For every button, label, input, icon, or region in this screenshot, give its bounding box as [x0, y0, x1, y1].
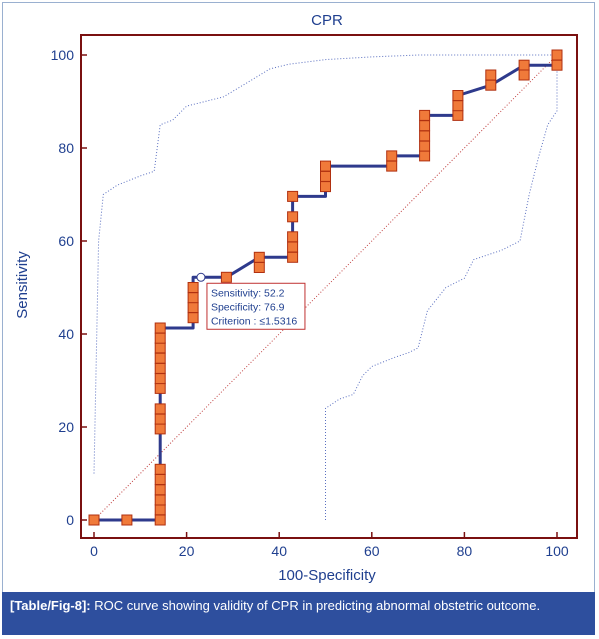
- roc-marker-27: [287, 231, 299, 243]
- x-tick-label-0: 0: [90, 543, 98, 559]
- tooltip-specificity: Specificity: 76.9: [211, 301, 285, 313]
- roc-marker-29: [287, 190, 299, 202]
- axes: 0 20 40 60 80 100 0 20 40 60 80 100: [51, 47, 569, 559]
- roc-marker-1: [121, 514, 133, 526]
- roc-marker-19: [187, 302, 199, 313]
- roc-marker-45: [518, 59, 530, 71]
- roc-marker-0: [88, 514, 100, 526]
- roc-markers: [88, 49, 563, 526]
- roc-marker-4: [154, 494, 166, 506]
- roc-marker-46: [518, 69, 530, 81]
- roc-marker-24: [253, 251, 265, 263]
- roc-marker-14: [154, 352, 166, 364]
- tooltip-box: [206, 282, 306, 330]
- roc-marker-44: [485, 69, 497, 81]
- reference-diagonal: [93, 54, 558, 521]
- confidence-interval-bands: [93, 54, 558, 520]
- x-axis-title: 100-Specificity: [278, 567, 376, 584]
- x-tick-label-20: 20: [179, 543, 195, 559]
- roc-marker-17: [154, 322, 166, 334]
- plot-frame: [80, 34, 578, 539]
- figure-caption: [Table/Fig-8]: ROC curve showing validit…: [2, 592, 595, 635]
- chart-title: CPR: [311, 12, 343, 29]
- roc-chart: CPR 0 20 40 60 80 100 0 20 40 60 80 100 100-Specifi…: [14, 12, 578, 584]
- roc-marker-30: [320, 181, 331, 193]
- x-tick-label-40: 40: [271, 543, 287, 559]
- roc-marker-34: [386, 150, 398, 162]
- roc-marker-42: [452, 90, 464, 101]
- y-tick-label-40: 40: [58, 326, 74, 342]
- y-tick-label-20: 20: [58, 419, 74, 435]
- y-axis-title: Sensitivity: [14, 251, 31, 319]
- roc-marker-39: [419, 109, 431, 121]
- roc-marker-47: [551, 59, 563, 71]
- roc-marker-37: [419, 130, 431, 142]
- roc-marker-11: [154, 382, 166, 394]
- roc-marker-15: [154, 342, 166, 354]
- y-tick-label-100: 100: [51, 47, 75, 63]
- selected-point: [196, 272, 206, 282]
- roc-marker-6: [154, 474, 166, 485]
- roc-marker-43: [485, 79, 497, 91]
- tooltip-criterion: Criterion : ≤1.5316: [211, 315, 297, 327]
- roc-marker-40: [452, 109, 464, 121]
- roc-marker-22: [220, 271, 232, 283]
- roc-marker-25: [287, 251, 299, 263]
- roc-marker-41: [452, 100, 464, 112]
- y-tick-label-60: 60: [58, 233, 74, 249]
- roc-marker-28: [287, 211, 299, 223]
- criterion-tooltip: Sensitivity: 52.2 Specificity: 76.9 Crit…: [196, 272, 306, 330]
- x-tick-label-60: 60: [364, 543, 380, 559]
- roc-marker-26: [287, 241, 299, 253]
- roc-marker-8: [154, 423, 166, 435]
- y-tick-label-80: 80: [58, 140, 74, 156]
- roc-marker-23: [253, 262, 265, 273]
- diagonal-line: [93, 54, 558, 521]
- roc-marker-20: [187, 292, 199, 304]
- roc-marker-16: [154, 332, 166, 344]
- roc-marker-21: [187, 282, 199, 293]
- x-tick-label-100: 100: [545, 543, 569, 559]
- roc-marker-33: [386, 160, 398, 172]
- caption-tag: [Table/Fig-8]:: [10, 598, 91, 613]
- roc-marker-10: [154, 403, 166, 415]
- roc-marker-38: [419, 120, 431, 132]
- roc-marker-48: [551, 49, 563, 61]
- roc-marker-31: [320, 170, 331, 182]
- roc-marker-18: [187, 312, 199, 324]
- tooltip-sensitivity: Sensitivity: 52.2: [211, 287, 285, 299]
- roc-marker-36: [419, 140, 431, 152]
- caption-text: ROC curve showing validity of CPR in pre…: [90, 598, 541, 613]
- roc-marker-3: [154, 504, 166, 516]
- roc-marker-13: [154, 362, 166, 374]
- y-tick-label-0: 0: [66, 512, 74, 528]
- ci-lower-line: [325, 55, 558, 520]
- x-tick-label-80: 80: [457, 543, 473, 559]
- roc-marker-32: [320, 160, 331, 172]
- roc-marker-35: [419, 150, 431, 162]
- roc-marker-9: [154, 413, 166, 425]
- roc-marker-12: [154, 373, 166, 385]
- roc-marker-5: [154, 484, 166, 496]
- roc-marker-2: [154, 514, 166, 526]
- roc-marker-7: [154, 463, 166, 475]
